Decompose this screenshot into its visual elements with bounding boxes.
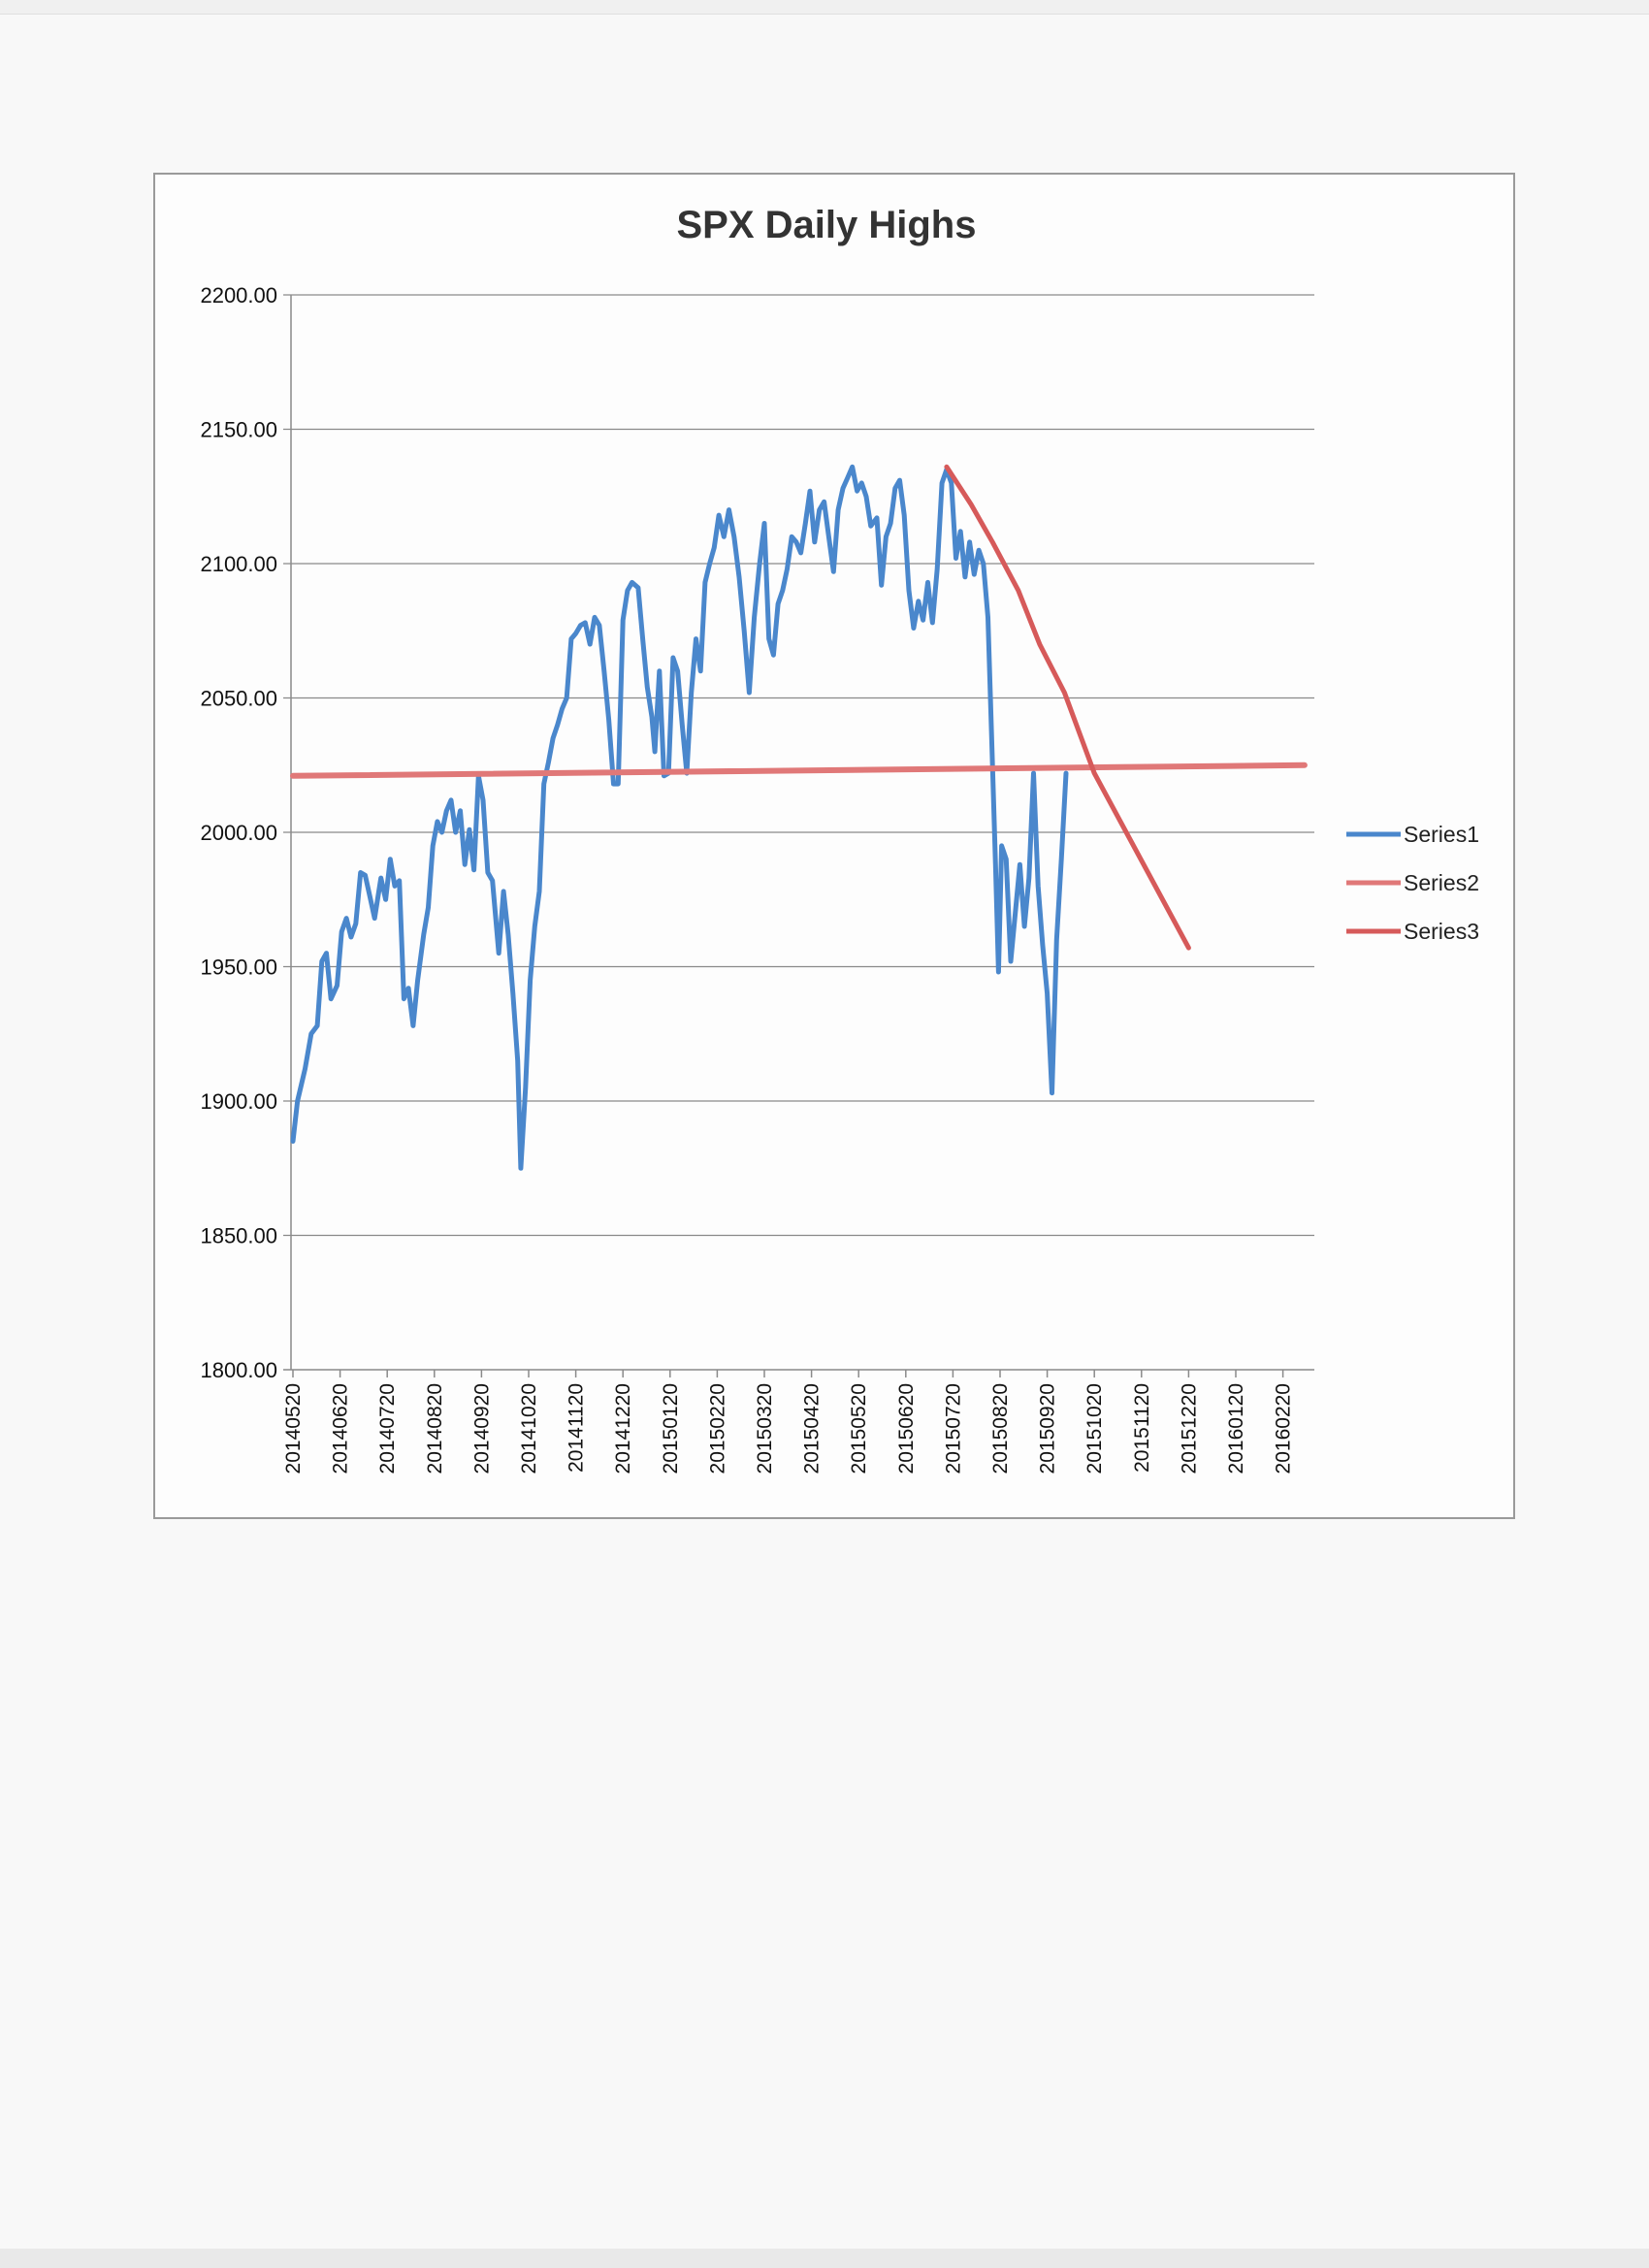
y-axis-ticks: 1800.00 1850.00 1900.00 1950.00 2000.00 2050.… xyxy=(200,283,277,1382)
y-tick-label: 1850.00 xyxy=(200,1224,277,1248)
y-tick-label: 2200.00 xyxy=(200,283,277,308)
y-tick-label: 1900.00 xyxy=(200,1089,277,1114)
series-line-series3 xyxy=(944,464,1191,951)
series-line-series2 xyxy=(290,761,1308,779)
grid-layer xyxy=(283,294,1314,1371)
y-tick-label: 2050.00 xyxy=(200,687,277,711)
x-tick-label: 20150720 xyxy=(942,1383,964,1474)
x-tick-label: 20150620 xyxy=(895,1383,918,1474)
series-layer xyxy=(290,464,1308,1171)
series-line-series1 xyxy=(290,464,1069,1171)
x-tick-label: 20160120 xyxy=(1225,1383,1247,1474)
x-tick-label: 20150420 xyxy=(801,1383,824,1474)
scan-edge-bottom xyxy=(0,2249,1649,2268)
legend-label-series2: Series2 xyxy=(1404,870,1479,895)
x-tick-label: 20141220 xyxy=(612,1383,634,1474)
chart-title: SPX Daily Highs xyxy=(677,204,977,246)
legend-label-series1: Series1 xyxy=(1404,822,1479,847)
x-tick-label: 20150320 xyxy=(754,1383,776,1474)
y-tick-label: 2150.00 xyxy=(200,418,277,442)
y-tick-label: 2000.00 xyxy=(200,821,277,845)
x-tick-label: 20151220 xyxy=(1178,1383,1200,1474)
x-tick-label: 20140720 xyxy=(376,1383,399,1474)
x-tick-label: 20160220 xyxy=(1273,1383,1295,1474)
chart-svg: SPX Daily Highs 1800.00 1850.00 1900.00 195… xyxy=(200,204,1479,1474)
legend: Series1 Series2 Series3 xyxy=(1346,822,1479,944)
x-tick-label: 20150920 xyxy=(1037,1383,1059,1474)
chart-frame: SPX Daily Highs 1800.00 1850.00 1900.00 195… xyxy=(153,173,1515,1519)
x-tick-label: 20141120 xyxy=(566,1383,588,1473)
x-tick-label: 20150120 xyxy=(660,1383,682,1474)
x-tick-label: 20140520 xyxy=(282,1383,305,1474)
x-tick-label: 20141020 xyxy=(518,1383,540,1474)
x-tick-label: 20140820 xyxy=(424,1383,446,1474)
x-tick-label: 20150820 xyxy=(989,1383,1012,1474)
x-tick-label: 20150220 xyxy=(706,1383,728,1474)
legend-label-series3: Series3 xyxy=(1404,919,1479,944)
scan-edge-top xyxy=(0,0,1649,15)
y-tick-label: 1950.00 xyxy=(200,956,277,980)
x-tick-label: 20140620 xyxy=(330,1383,352,1474)
x-axis-ticks: 20140520 20140620 20140720 20140820 20140920… xyxy=(282,1370,1295,1474)
x-tick-label: 20150520 xyxy=(848,1383,870,1474)
x-tick-label: 20151020 xyxy=(1083,1383,1106,1474)
y-tick-label: 1800.00 xyxy=(200,1358,277,1382)
y-tick-label: 2100.00 xyxy=(200,552,277,576)
x-tick-label: 20151120 xyxy=(1131,1383,1153,1473)
x-tick-label: 20140920 xyxy=(470,1383,493,1474)
